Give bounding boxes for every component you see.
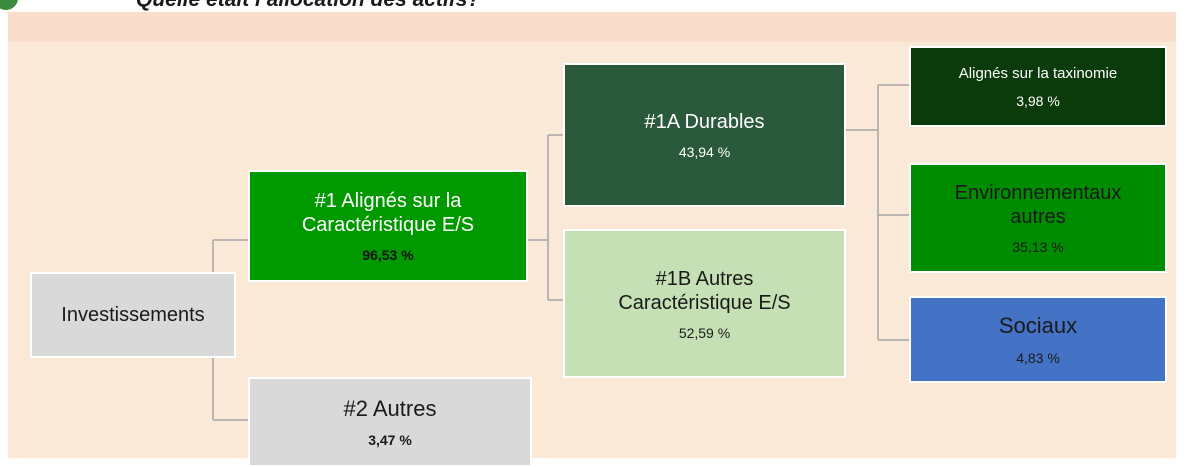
node: Environnementaux autres 35,13 % <box>909 163 1167 273</box>
node-value: 35,13 % <box>1012 239 1064 255</box>
node-label: #1A Durables <box>644 111 765 133</box>
node-value: 52,59 % <box>678 324 731 341</box>
node-value: 43,94 % <box>678 144 731 160</box>
icon <box>0 0 18 10</box>
node-label: Alignés sur la taxinomie <box>958 64 1118 82</box>
node: Sociaux 4,83 % <box>909 296 1167 383</box>
connector <box>846 84 909 341</box>
node-label: autres <box>1010 206 1066 228</box>
node-label: #2 Autres <box>343 395 437 421</box>
node-value: 4,83 % <box>1016 349 1060 366</box>
node-label: Caractéristique E/S <box>618 291 791 314</box>
node: Alignés sur la taxinomie 3,98 % <box>909 46 1167 127</box>
node-value: 3,98 % <box>1016 92 1060 109</box>
node: Investissements <box>30 272 236 358</box>
header-band <box>8 12 1176 42</box>
node: #1B Autres Caractéristique E/S 52,59 % <box>563 229 846 378</box>
node-label: Caractéristique E/S <box>301 214 475 236</box>
node-label: Environnementaux <box>954 182 1122 204</box>
node: #1 Alignés sur la Caractéristique E/S 96,5… <box>248 170 528 282</box>
node-label: Sociaux <box>998 313 1078 339</box>
node-label: #1 Alignés sur la <box>314 190 462 212</box>
connector <box>528 134 563 301</box>
node-label: #1B Autres <box>655 267 754 290</box>
title: Quelle était l’allocation des actifs? <box>136 0 480 12</box>
node: #2 Autres 3,47 % <box>248 377 532 467</box>
node-value: 96,53 % <box>362 247 414 263</box>
node: #1A Durables 43,94 % <box>563 63 846 207</box>
node-value: 3,47 % <box>368 432 412 449</box>
node-label: Investissements <box>61 304 205 326</box>
